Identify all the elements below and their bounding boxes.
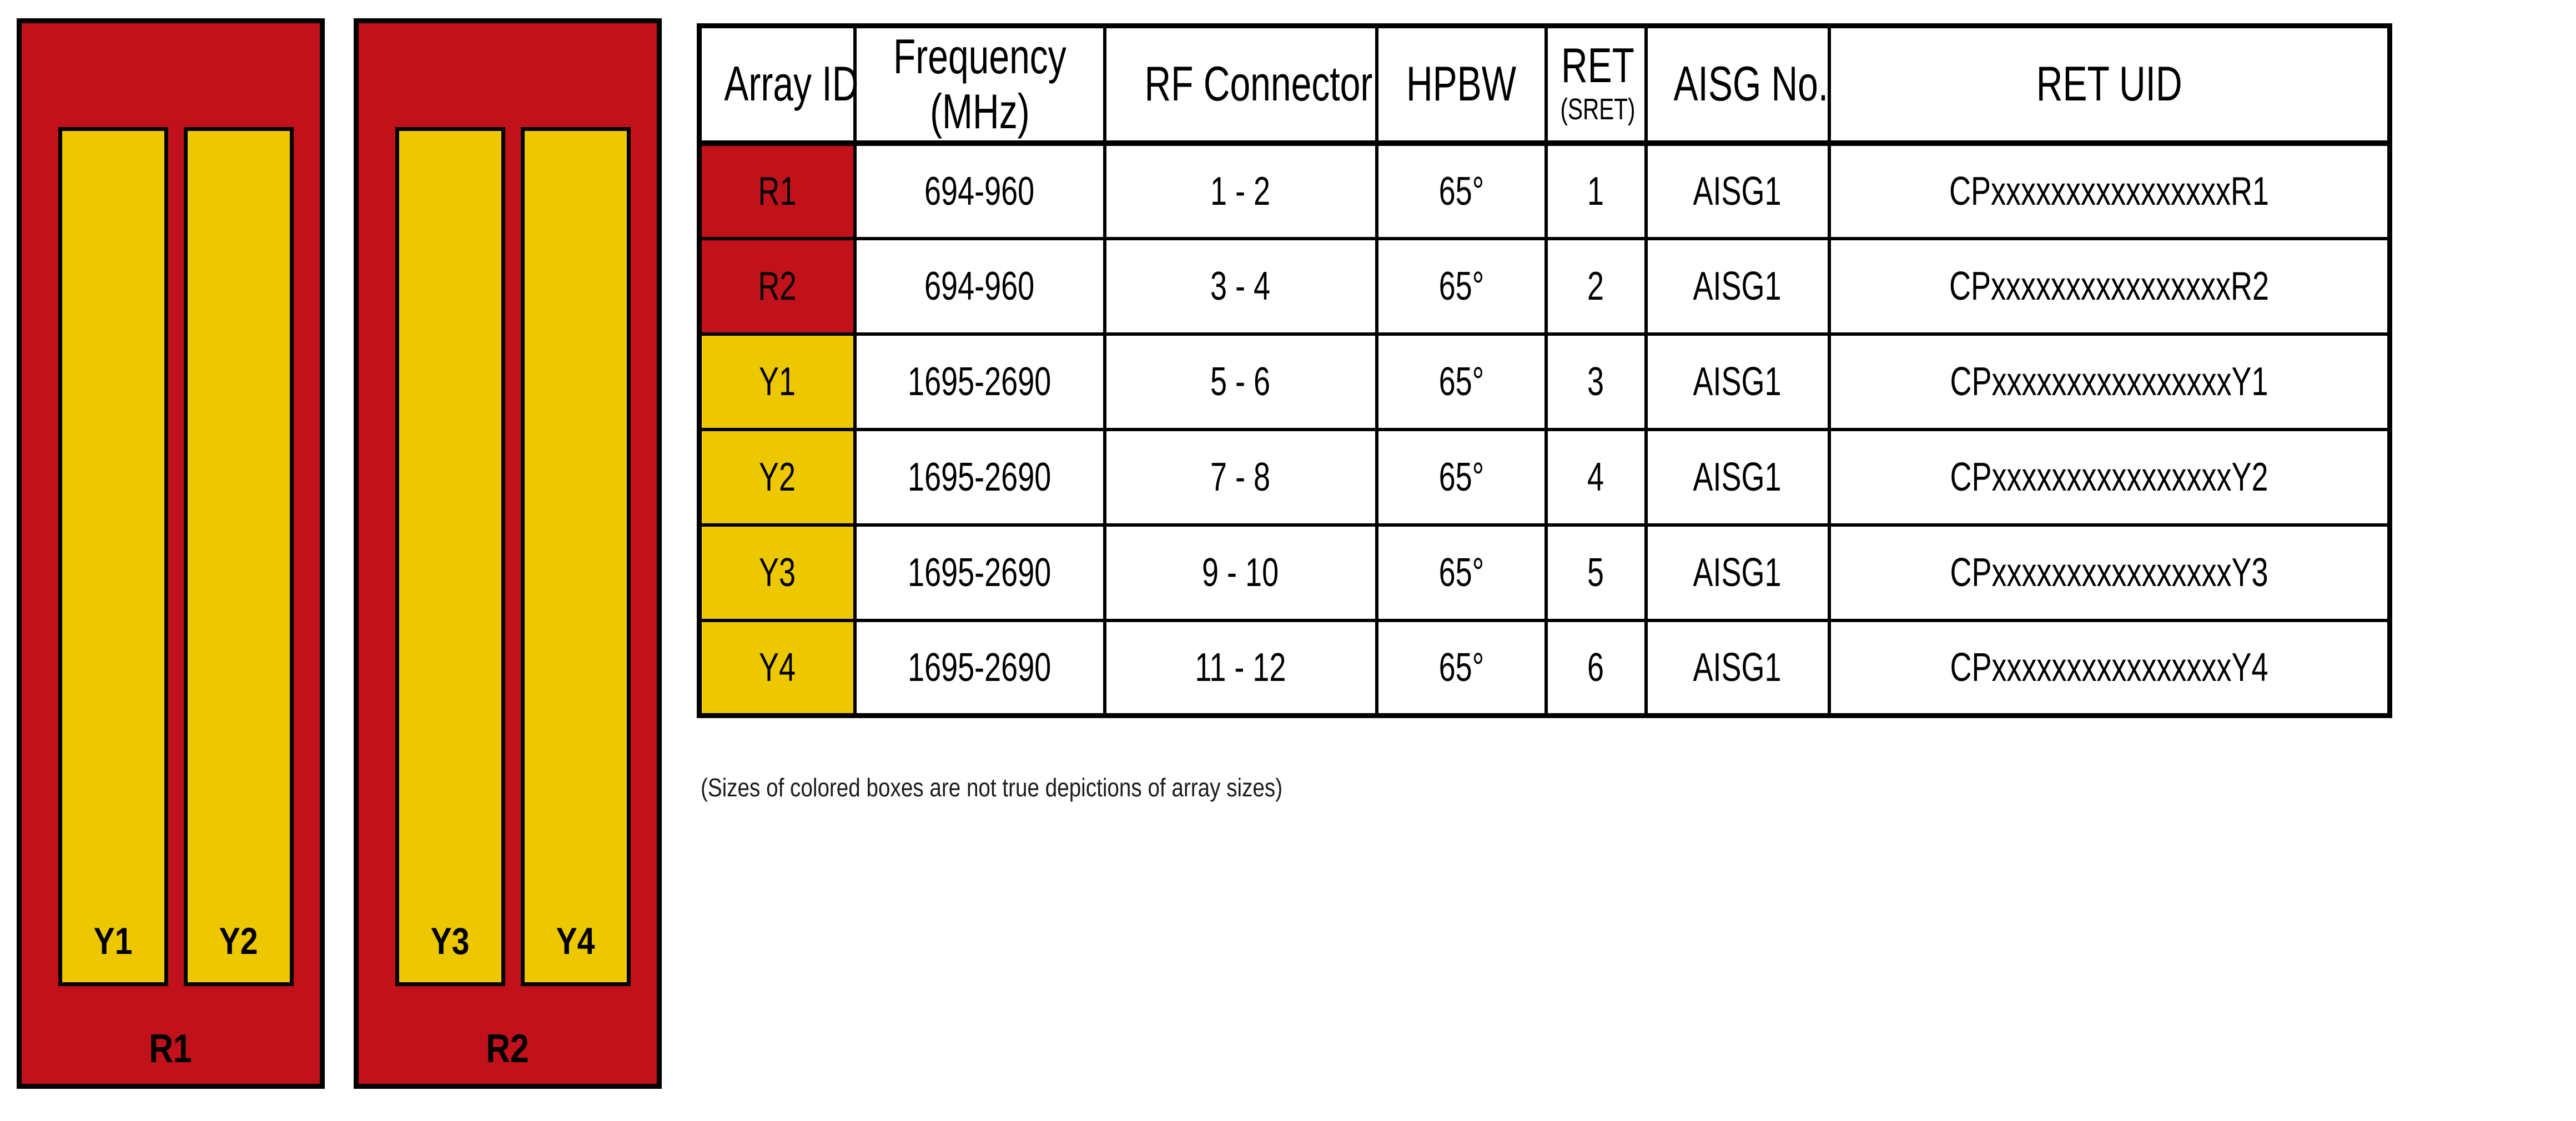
- array-id-cell: R1: [697, 141, 857, 240]
- array-id-cell: R2: [697, 236, 857, 336]
- header-frequency: Frequency (MHz): [853, 24, 1106, 146]
- aisg-cell: AISG1: [1644, 427, 1831, 527]
- ret-uid-cell: CPxxxxxxxxxxxxxxxxR2: [1827, 236, 2392, 336]
- header-aisg-no: AISG No.: [1644, 24, 1831, 146]
- frequency-cell: 1695-2690: [853, 427, 1106, 527]
- table-row: Y1 1695-2690 5 - 6 65° 3 AISG1 CPxxxxxxx…: [697, 332, 2392, 431]
- table-row: R1 694-960 1 - 2 65° 1 AISG1 CPxxxxxxxxx…: [697, 141, 2392, 240]
- size-disclaimer-note: (Sizes of colored boxes are not true dep…: [701, 773, 1283, 802]
- ret-cell: 5: [1544, 523, 1648, 622]
- ret-uid-cell: CPxxxxxxxxxxxxxxxxY3: [1827, 523, 2392, 622]
- array-panel-label: R2: [486, 1027, 530, 1071]
- ret-cell: 3: [1544, 332, 1648, 431]
- hpbw-cell: 65°: [1375, 141, 1548, 240]
- rf-connector-cell: 3 - 4: [1103, 236, 1378, 336]
- array-bar-y4: Y4: [521, 127, 631, 986]
- array-bar-y1: Y1: [58, 127, 168, 986]
- hpbw-cell: 65°: [1375, 236, 1548, 336]
- array-bar-label: Y4: [556, 920, 595, 962]
- array-id-cell: Y1: [697, 332, 857, 431]
- header-hpbw: HPBW: [1375, 24, 1548, 146]
- rf-connector-cell: 5 - 6: [1103, 332, 1378, 431]
- hpbw-cell: 65°: [1375, 427, 1548, 527]
- ret-cell: 4: [1544, 427, 1648, 527]
- array-id-cell: Y2: [697, 427, 857, 527]
- frequency-cell: 1695-2690: [853, 332, 1106, 431]
- rf-connector-cell: 11 - 12: [1103, 618, 1378, 718]
- frequency-cell: 1695-2690: [853, 618, 1106, 718]
- frequency-cell: 1695-2690: [853, 523, 1106, 622]
- aisg-cell: AISG1: [1644, 236, 1831, 336]
- header-row: Array ID Frequency (MHz) RF Connector HP…: [697, 24, 2392, 146]
- ret-uid-cell: CPxxxxxxxxxxxxxxxxY4: [1827, 618, 2392, 718]
- array-panel-r1: Y1 Y2 R1: [17, 18, 325, 1089]
- rf-connector-cell: 9 - 10: [1103, 523, 1378, 622]
- array-bar-label: Y2: [219, 920, 258, 962]
- table-row: Y4 1695-2690 11 - 12 65° 6 AISG1 CPxxxxx…: [697, 618, 2392, 718]
- hpbw-cell: 65°: [1375, 332, 1548, 431]
- frequency-cell: 694-960: [853, 141, 1106, 240]
- array-bar-y3: Y3: [395, 127, 505, 986]
- rf-connector-cell: 7 - 8: [1103, 427, 1378, 527]
- hpbw-cell: 65°: [1375, 523, 1548, 622]
- aisg-cell: AISG1: [1644, 141, 1831, 240]
- ret-uid-cell: CPxxxxxxxxxxxxxxxxR1: [1827, 141, 2392, 240]
- ret-uid-cell: CPxxxxxxxxxxxxxxxxY1: [1827, 332, 2392, 431]
- header-rf-connector: RF Connector: [1103, 24, 1378, 146]
- aisg-cell: AISG1: [1644, 618, 1831, 718]
- array-spec-table: Array ID Frequency (MHz) RF Connector HP…: [697, 23, 2392, 718]
- ret-cell: 6: [1544, 618, 1648, 718]
- aisg-cell: AISG1: [1644, 523, 1831, 622]
- hpbw-cell: 65°: [1375, 618, 1548, 718]
- header-array-id: Array ID: [697, 24, 858, 146]
- array-id-cell: Y4: [697, 618, 857, 718]
- ret-cell: 2: [1544, 236, 1648, 336]
- array-panel-label: R1: [149, 1027, 193, 1071]
- array-panel-r2: Y3 Y4 R2: [354, 18, 662, 1089]
- frequency-cell: 694-960: [853, 236, 1106, 336]
- table-row: Y3 1695-2690 9 - 10 65° 5 AISG1 CPxxxxxx…: [697, 523, 2392, 622]
- ret-uid-cell: CPxxxxxxxxxxxxxxxxY2: [1827, 427, 2392, 527]
- table-row: Y2 1695-2690 7 - 8 65° 4 AISG1 CPxxxxxxx…: [697, 427, 2392, 527]
- array-id-cell: Y3: [697, 523, 857, 622]
- aisg-cell: AISG1: [1644, 332, 1831, 431]
- header-ret-uid: RET UID: [1827, 24, 2392, 146]
- header-ret: RET (SRET): [1544, 24, 1648, 146]
- array-bar-label: Y3: [431, 920, 470, 962]
- table-row: R2 694-960 3 - 4 65° 2 AISG1 CPxxxxxxxxx…: [697, 236, 2392, 336]
- array-bar-y2: Y2: [184, 127, 294, 986]
- ret-cell: 1: [1544, 141, 1648, 240]
- array-bar-label: Y1: [94, 920, 133, 962]
- rf-connector-cell: 1 - 2: [1103, 141, 1378, 240]
